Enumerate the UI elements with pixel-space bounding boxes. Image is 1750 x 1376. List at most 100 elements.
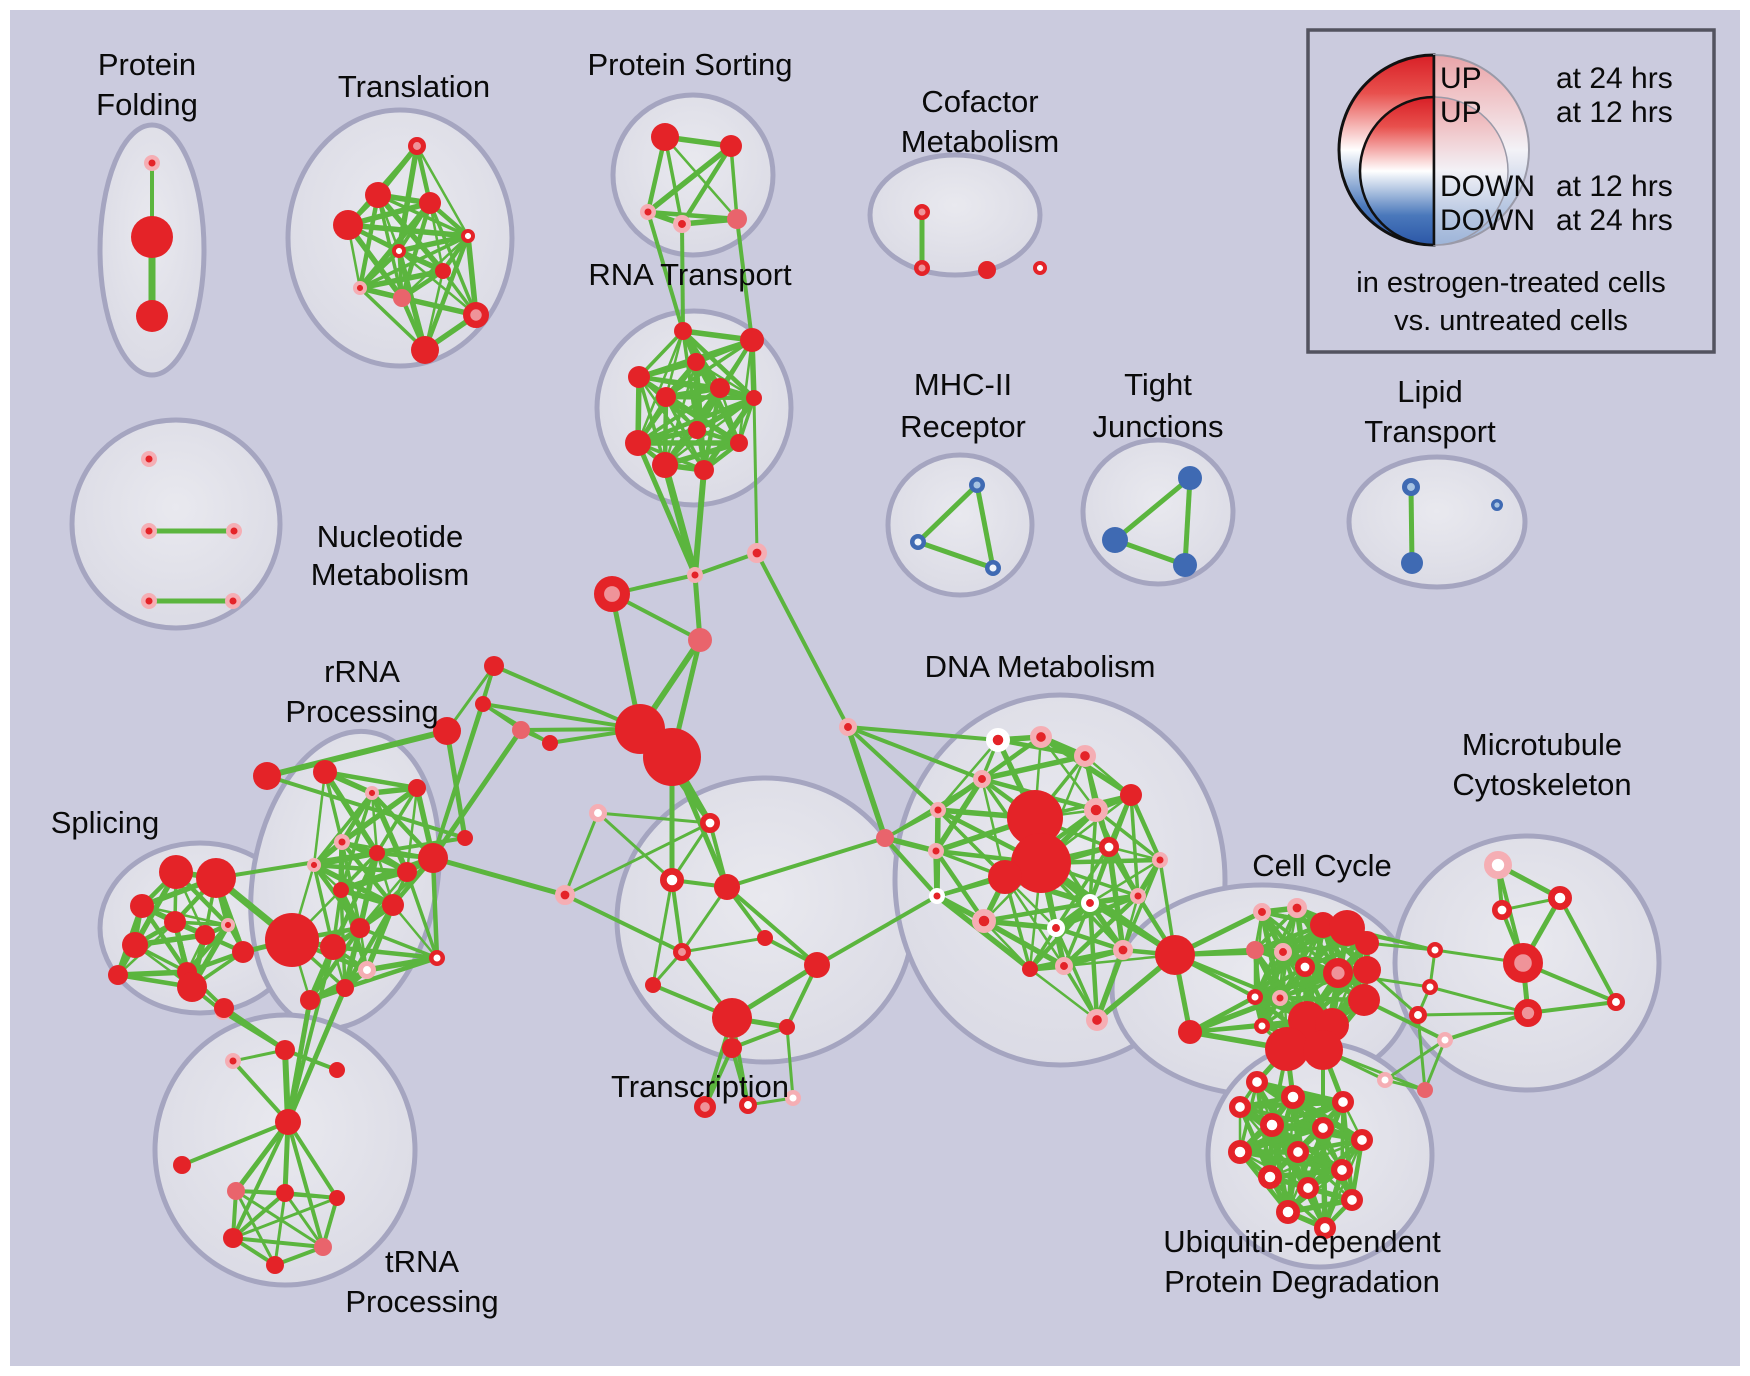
edge-dna_metabolism xyxy=(1089,858,1161,905)
gene-node-rna_transport-7 xyxy=(688,421,706,439)
gene-node-backbone-2 xyxy=(593,575,630,612)
edge-rrna_processing xyxy=(339,851,379,892)
gene-node-cell_cycle-9 xyxy=(1271,989,1288,1006)
gene-node-rrna_processing-12 xyxy=(265,913,319,967)
cluster-splicing_triangle xyxy=(253,717,473,846)
gene-node-backbone-6 xyxy=(484,656,504,676)
edge-link-protein_sorting-rna_transport xyxy=(680,223,685,332)
edge-lipid_transport xyxy=(1408,486,1415,564)
edge-microtubule_cytoskeleton xyxy=(1527,1000,1617,1015)
gene-node-rrna_processing-0 xyxy=(313,760,337,784)
edge-transcription xyxy=(596,811,674,882)
gene-node-dna_metabolism-13 xyxy=(928,887,945,904)
gene-node-rrna_processing-1 xyxy=(364,786,379,801)
gene-node-ubiquitin_degradation-8 xyxy=(1286,1140,1309,1163)
gene-node-translation-3 xyxy=(333,210,363,240)
edge-trna_processing xyxy=(231,1121,290,1239)
edge-translation xyxy=(465,235,479,316)
edge-link-rrna_processing-trna_processing xyxy=(286,946,335,1123)
gene-node-dna_metabolism-10 xyxy=(1011,833,1071,893)
edge-rrna_processing xyxy=(339,792,374,891)
gene-node-dna_metabolism-18 xyxy=(1022,961,1038,977)
edge-splicing xyxy=(117,969,188,978)
gene-node-cell_cycle-14 xyxy=(1303,1030,1343,1070)
edge-backbone xyxy=(493,664,641,731)
gene-node-lipid_transport-0 xyxy=(1402,477,1421,496)
gene-node-trna_processing-7 xyxy=(276,1184,294,1202)
edge-translation xyxy=(358,286,427,352)
gene-node-splicing-2 xyxy=(130,894,154,918)
cluster-ellipse-mhc_ii_receptor xyxy=(885,452,1035,598)
gene-node-cell_cycle-3 xyxy=(1329,910,1365,946)
gene-node-trna_processing-10 xyxy=(314,1238,332,1256)
edge-transcription xyxy=(681,936,766,954)
gene-node-cell_cycle-18 xyxy=(1178,1020,1202,1044)
edge-rrna_processing xyxy=(405,871,439,959)
gene-node-rrna_processing-16 xyxy=(300,990,320,1010)
gene-node-splicing-6 xyxy=(232,941,254,963)
gene-node-dna_metabolism-16 xyxy=(1081,894,1100,913)
gene-node-ubiquitin_degradation-6 xyxy=(1350,1128,1373,1151)
gene-node-cofactor_metabolism-0 xyxy=(913,204,930,221)
cluster-transcription xyxy=(554,804,830,1118)
cluster-label-cofactor_metabolism: Cofactor xyxy=(921,84,1038,119)
gene-node-ubiquitin_degradation-13 xyxy=(1275,1199,1300,1224)
gene-node-translation-5 xyxy=(391,244,406,259)
edge-transcription xyxy=(564,893,683,954)
gene-node-transcription-1 xyxy=(659,867,684,892)
edge-link-transcription-rrna_processing xyxy=(432,855,566,898)
gene-node-ubiquitin_degradation-2 xyxy=(1331,1090,1354,1113)
edge-transcription xyxy=(651,879,674,986)
gene-node-dna_metabolism-6 xyxy=(1120,784,1142,806)
gene-node-cell_cycle-10 xyxy=(1253,1017,1270,1034)
gene-node-transcription-14 xyxy=(589,804,608,823)
gene-node-lipid_transport-2 xyxy=(1491,498,1504,511)
legend-direction-2: DOWN xyxy=(1440,170,1535,203)
cluster-lipid_transport xyxy=(1401,477,1504,574)
gene-node-protein_folding-1 xyxy=(131,216,173,258)
edge-microtubule_cytoskeleton xyxy=(1558,897,1618,1003)
cluster-label-dna_metabolism: DNA Metabolism xyxy=(925,649,1156,684)
gene-node-dna_metabolism-3 xyxy=(973,770,992,789)
edge-trna_processing xyxy=(181,1120,289,1167)
gene-node-rrna_processing-15 xyxy=(336,979,354,997)
gene-node-splicing-3 xyxy=(164,911,186,933)
cluster-label-cofactor_metabolism: Metabolism xyxy=(901,124,1060,159)
gene-node-transcription-2 xyxy=(554,884,575,905)
gene-node-cell_cycle-4 xyxy=(1246,941,1264,959)
gene-node-cofactor_metabolism-2 xyxy=(978,261,996,279)
edge-tight_junctions xyxy=(1182,477,1193,566)
edge-transcription xyxy=(680,886,729,953)
gene-node-translation-6 xyxy=(435,263,451,279)
edge-rna_transport xyxy=(636,330,685,444)
gene-node-protein_folding-0 xyxy=(144,155,161,172)
cluster-rna_transport xyxy=(625,322,764,480)
edge-rrna_processing xyxy=(340,785,419,845)
legend-caption-line-0: in estrogen-treated cells xyxy=(1356,267,1666,299)
edge-dna_metabolism xyxy=(983,918,1057,931)
gene-node-trna_processing-0 xyxy=(275,1109,301,1135)
gene-node-rna_transport-8 xyxy=(625,430,651,456)
gene-node-dna_metabolism-2 xyxy=(1073,745,1096,768)
gene-node-transcription-8 xyxy=(712,998,752,1038)
gene-node-transcription-13 xyxy=(784,1089,801,1106)
gene-node-microtubule_cytoskeleton-8 xyxy=(1607,993,1626,1012)
gene-node-ubiquitin_degradation-3 xyxy=(1228,1095,1251,1118)
gene-node-rrna_processing-3 xyxy=(333,833,350,850)
gene-node-transcription-3 xyxy=(714,874,740,900)
gene-node-mhc_ii_receptor-0 xyxy=(968,476,985,493)
edge-link-splicing_triangle-splicing xyxy=(215,836,466,880)
edge-rna_transport xyxy=(664,397,755,466)
gene-node-cell_cycle-7 xyxy=(1322,958,1353,989)
gene-node-translation-4 xyxy=(460,229,475,244)
gene-node-dna_metabolism-14 xyxy=(971,908,996,933)
legend-direction-3: DOWN xyxy=(1440,204,1535,237)
edge-transcription xyxy=(563,812,600,896)
cluster-cofactor_metabolism xyxy=(913,204,1047,279)
edge-rrna_processing xyxy=(370,792,379,854)
edge-transcription xyxy=(725,885,819,967)
cluster-label-translation: Translation xyxy=(338,69,490,104)
edge-link-rna_transport-backbone xyxy=(661,464,699,576)
edge-rrna_processing xyxy=(324,769,418,791)
